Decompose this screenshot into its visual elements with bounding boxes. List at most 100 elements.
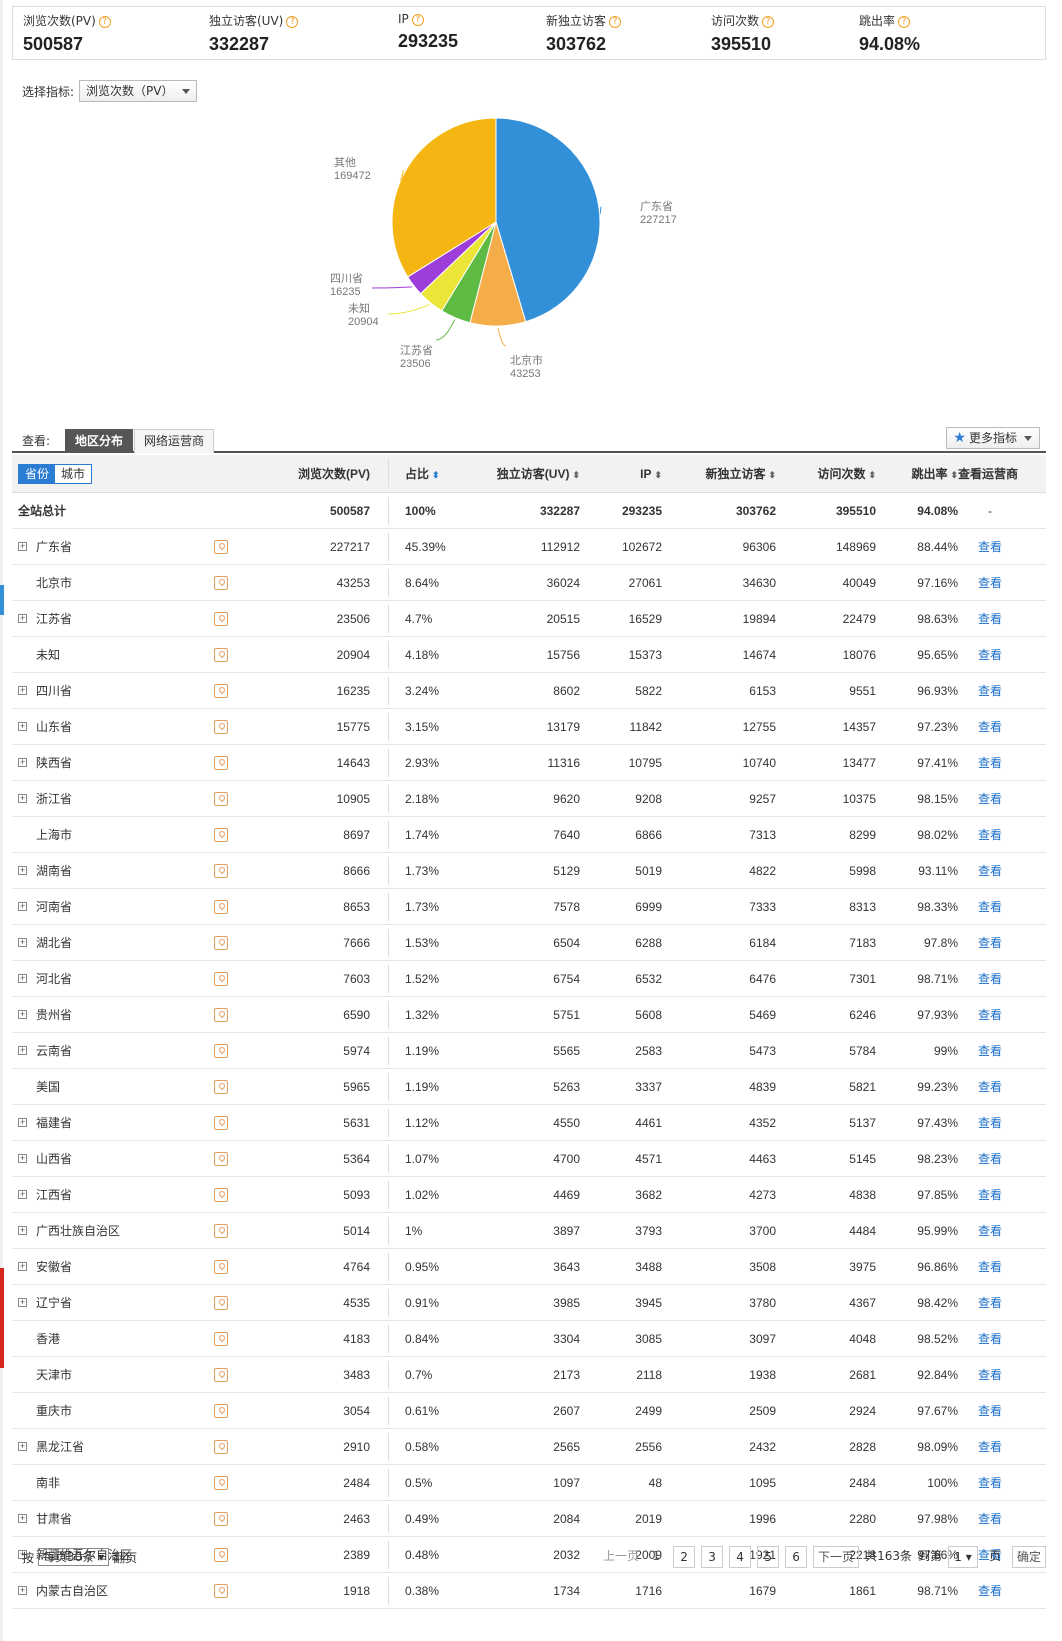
view-isp-link[interactable]: 查看 [978,792,1003,806]
view-isp-link[interactable]: 查看 [978,1188,1003,1202]
map-pin-icon[interactable] [214,1116,228,1130]
view-isp-link[interactable]: 查看 [978,1224,1003,1238]
map-pin-icon[interactable] [214,1152,228,1166]
map-pin-icon[interactable] [214,1404,228,1418]
expand-icon[interactable]: + [18,937,27,947]
map-pin-icon[interactable] [214,1476,228,1490]
map-pin-icon[interactable] [214,1260,228,1274]
map-pin-icon[interactable] [214,1044,228,1058]
help-icon[interactable]: ? [286,16,299,28]
map-pin-icon[interactable] [214,540,228,554]
expand-icon[interactable]: + [18,1585,27,1595]
expand-icon[interactable]: + [18,1117,27,1127]
map-pin-icon[interactable] [214,792,228,806]
map-pin-icon[interactable] [214,756,228,770]
expand-icon[interactable]: + [18,1045,27,1055]
expand-icon[interactable]: + [18,1009,27,1019]
toggle-city[interactable]: 城市 [55,465,92,483]
help-icon[interactable]: ? [411,14,424,26]
map-pin-icon[interactable] [214,1548,228,1562]
view-isp-link[interactable]: 查看 [978,720,1003,734]
help-icon[interactable]: ? [898,16,911,28]
page-4[interactable]: 4 [729,1546,752,1568]
expand-icon[interactable]: + [18,1261,27,1271]
map-pin-icon[interactable] [214,612,228,626]
prev-page-button[interactable]: 上一页 [603,1549,640,1563]
map-pin-icon[interactable] [214,1440,228,1454]
view-isp-link[interactable]: 查看 [978,1332,1003,1346]
view-isp-link[interactable]: 查看 [978,1404,1003,1418]
map-pin-icon[interactable] [214,1008,228,1022]
expand-icon[interactable]: + [18,1549,27,1559]
view-isp-link[interactable]: 查看 [978,648,1003,662]
view-isp-link[interactable]: 查看 [978,1476,1003,1490]
map-pin-icon[interactable] [214,1188,228,1202]
view-isp-link[interactable]: 查看 [978,936,1003,950]
province-city-toggle[interactable]: 省份 城市 [18,464,93,484]
header-visits[interactable]: 访问次数 ⬍ [817,455,876,492]
map-pin-icon[interactable] [214,900,228,914]
page-3[interactable]: 3 [701,1546,724,1568]
map-pin-icon[interactable] [214,720,228,734]
expand-icon[interactable]: + [18,541,27,551]
help-icon[interactable]: ? [762,16,775,28]
view-isp-link[interactable]: 查看 [978,900,1003,914]
page-5[interactable]: 5 [757,1546,780,1568]
metric-select[interactable]: 浏览次数（PV） [79,80,197,102]
view-isp-link[interactable]: 查看 [978,1584,1003,1598]
pie-slice[interactable] [495,118,601,323]
expand-icon[interactable]: + [18,685,27,695]
tab-isp[interactable]: 网络运营商 [134,429,215,453]
tab-region[interactable]: 地区分布 [65,429,134,453]
expand-icon[interactable]: + [18,901,27,911]
next-page-button[interactable]: 下一页 [813,1546,860,1568]
view-isp-link[interactable]: 查看 [978,756,1003,770]
expand-icon[interactable]: + [18,1225,27,1235]
confirm-button[interactable]: 确定 [1011,1546,1046,1568]
view-isp-link[interactable]: 查看 [978,1116,1003,1130]
expand-icon[interactable]: + [18,1189,27,1199]
map-pin-icon[interactable] [214,972,228,986]
expand-icon[interactable]: + [18,721,27,731]
toggle-province[interactable]: 省份 [19,465,56,483]
expand-icon[interactable]: + [18,793,27,803]
map-pin-icon[interactable] [214,1512,228,1526]
header-pct[interactable]: 占比 ⬍ [405,455,440,492]
map-pin-icon[interactable] [214,1332,228,1346]
header-bounce[interactable]: 跳出率 ⬍ [911,455,958,492]
view-isp-link[interactable]: 查看 [978,1008,1003,1022]
view-isp-link[interactable]: 查看 [978,864,1003,878]
expand-icon[interactable]: + [18,613,27,623]
view-isp-link[interactable]: 查看 [978,1368,1003,1382]
view-isp-link[interactable]: 查看 [978,540,1003,554]
view-isp-link[interactable]: 查看 [978,972,1003,986]
header-new-uv[interactable]: 新独立访客 ⬍ [705,455,776,492]
expand-icon[interactable]: + [18,1513,27,1523]
view-isp-link[interactable]: 查看 [978,576,1003,590]
expand-icon[interactable]: + [18,973,27,983]
map-pin-icon[interactable] [214,1584,228,1598]
view-isp-link[interactable]: 查看 [978,684,1003,698]
view-isp-link[interactable]: 查看 [978,1440,1003,1454]
expand-icon[interactable]: + [18,1153,27,1163]
map-pin-icon[interactable] [214,648,228,662]
expand-icon[interactable]: + [18,1297,27,1307]
expand-icon[interactable]: + [18,1441,27,1451]
view-isp-link[interactable]: 查看 [978,1548,1003,1562]
map-pin-icon[interactable] [214,684,228,698]
help-icon[interactable]: ? [609,16,622,28]
view-isp-link[interactable]: 查看 [978,1296,1003,1310]
view-isp-link[interactable]: 查看 [978,828,1003,842]
map-pin-icon[interactable] [214,1296,228,1310]
goto-page-select[interactable]: 1 ▾ [947,1546,978,1568]
page-2[interactable]: 2 [673,1546,696,1568]
header-pv[interactable]: 浏览次数(PV) [297,467,370,481]
view-isp-link[interactable]: 查看 [978,1512,1003,1526]
view-isp-link[interactable]: 查看 [978,1044,1003,1058]
map-pin-icon[interactable] [214,828,228,842]
expand-icon[interactable]: + [18,757,27,767]
header-ip[interactable]: IP ⬍ [640,455,662,492]
view-isp-link[interactable]: 查看 [978,1152,1003,1166]
help-icon[interactable]: ? [98,16,111,28]
map-pin-icon[interactable] [214,1368,228,1382]
